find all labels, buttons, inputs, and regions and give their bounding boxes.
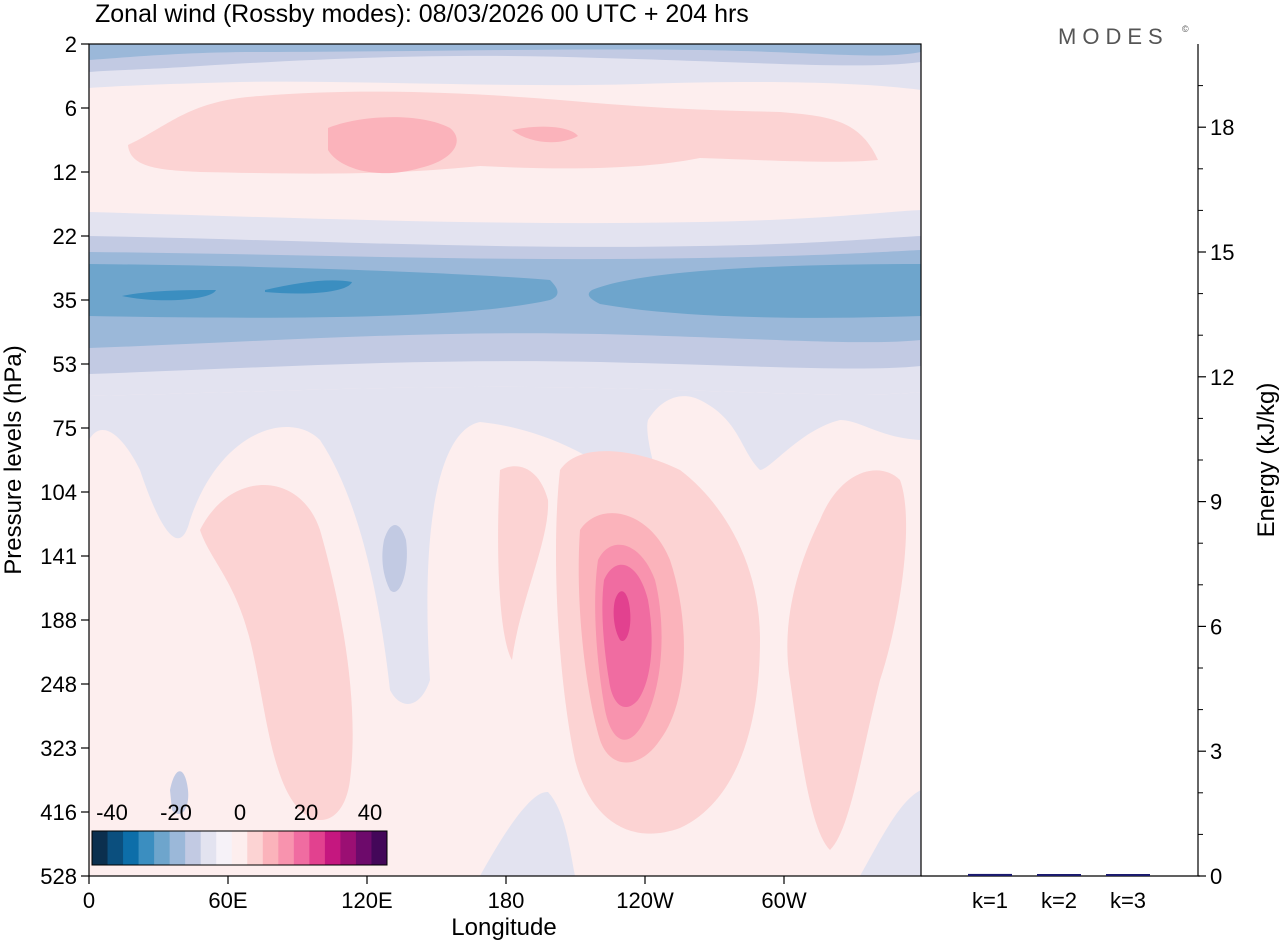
heatmap-background bbox=[89, 44, 921, 876]
colorbar-swatch bbox=[293, 831, 310, 865]
colorbar-label: -40 bbox=[96, 800, 128, 825]
energy-tick-label: 0 bbox=[1210, 864, 1222, 889]
y-tick-label: 248 bbox=[40, 672, 77, 697]
colorbar-swatch bbox=[309, 831, 326, 865]
energy-bar bbox=[968, 873, 1012, 876]
x-tick-label: 60E bbox=[208, 888, 247, 913]
contour-lower-pink-mid bbox=[498, 466, 549, 660]
bar-category-label: k=2 bbox=[1041, 888, 1077, 913]
y-tick-label: 2 bbox=[65, 32, 77, 57]
contour-upper-pink bbox=[128, 91, 878, 174]
colorbar-labels: -40 -20 0 20 40 bbox=[96, 800, 382, 825]
contour-lower-pink5 bbox=[613, 591, 631, 641]
y-tick-label: 141 bbox=[40, 544, 77, 569]
colorbar bbox=[91, 830, 388, 866]
colorbar-swatch bbox=[169, 831, 186, 865]
colorbar-swatch bbox=[247, 831, 264, 865]
energy-bar-categories: k=1 k=2 k=3 bbox=[972, 888, 1146, 913]
y-axis-label: Pressure levels (hPa) bbox=[0, 345, 27, 574]
energy-bar bbox=[1037, 874, 1081, 876]
colorbar-label: 20 bbox=[294, 800, 318, 825]
x-tick-label: 60W bbox=[761, 888, 806, 913]
y-tick-label: 35 bbox=[53, 288, 77, 313]
contour-mid-light-blue bbox=[89, 386, 921, 704]
colorbar-swatch bbox=[154, 831, 171, 865]
contour-lower-pink-right bbox=[787, 470, 907, 850]
heatmap-frame bbox=[88, 43, 922, 877]
y-tick-label: 528 bbox=[40, 864, 77, 889]
energy-axis-label: Energy (kJ/kg) bbox=[1253, 383, 1280, 538]
y-tick-label: 104 bbox=[40, 480, 77, 505]
energy-bar bbox=[1106, 874, 1150, 876]
colorbar-label: -20 bbox=[160, 800, 192, 825]
colorbar-swatch bbox=[324, 831, 341, 865]
colorbar-label: 40 bbox=[358, 800, 382, 825]
y-tick-label: 22 bbox=[53, 224, 77, 249]
x-tick-label: 180 bbox=[488, 888, 525, 913]
contour-upper-pink2-b bbox=[512, 126, 578, 143]
energy-bars bbox=[968, 873, 1150, 876]
y-tick-label: 188 bbox=[40, 608, 77, 633]
zonal-wind-heatmap bbox=[88, 43, 922, 877]
contour-mid-blue-spot bbox=[382, 525, 407, 592]
colorbar-swatch bbox=[262, 831, 279, 865]
energy-bar-panel: k=1 k=2 k=3 0 3 6 9 12 15 18 Energy (kJ/kg) bbox=[921, 44, 1280, 913]
energy-tick-label: 3 bbox=[1210, 739, 1222, 764]
y-tick-label: 416 bbox=[40, 800, 77, 825]
colorbar-swatch bbox=[355, 831, 372, 865]
contour-band-blue5 bbox=[122, 280, 352, 301]
y-axis: 2 6 12 22 35 53 75 104 141 188 248 323 416 528 bbox=[40, 32, 89, 889]
colorbar-swatch bbox=[185, 831, 202, 865]
colorbar-swatch bbox=[371, 831, 388, 865]
energy-tick-label: 18 bbox=[1210, 115, 1234, 140]
colorbar-swatch bbox=[200, 831, 217, 865]
contour-upper-pink2-a bbox=[328, 117, 457, 174]
colorbar-swatch bbox=[340, 831, 357, 865]
y-tick-label: 53 bbox=[53, 352, 77, 377]
energy-tick-label: 15 bbox=[1210, 240, 1234, 265]
x-tick-label: 0 bbox=[83, 888, 95, 913]
x-axis: 0 60E 120E 180 120W 60W bbox=[83, 876, 807, 913]
modes-logo: MODES bbox=[1058, 24, 1169, 49]
contour-band-blue4 bbox=[89, 264, 921, 318]
contour-bottom-light-blue bbox=[480, 790, 921, 876]
colorbar-swatch bbox=[138, 831, 155, 865]
energy-axis-ticks: 0 3 6 9 12 15 18 bbox=[1198, 85, 1234, 889]
x-tick-label: 120W bbox=[616, 888, 674, 913]
colorbar-swatch bbox=[278, 831, 295, 865]
y-tick-label: 323 bbox=[40, 736, 77, 761]
colorbar-swatch bbox=[123, 831, 140, 865]
contour-lower-pink-left bbox=[200, 485, 353, 820]
colorbar-label: 0 bbox=[234, 800, 246, 825]
contour-top-blue3 bbox=[89, 44, 921, 60]
colorbar-swatch bbox=[231, 831, 248, 865]
energy-tick-label: 12 bbox=[1210, 365, 1234, 390]
colorbar-swatch bbox=[92, 831, 109, 865]
contour-bottom-blue-spot bbox=[170, 771, 189, 814]
bar-category-label: k=1 bbox=[972, 888, 1008, 913]
y-tick-label: 75 bbox=[53, 416, 77, 441]
copyright-mark: © bbox=[1182, 24, 1189, 34]
bar-category-label: k=3 bbox=[1110, 888, 1146, 913]
energy-tick-label: 6 bbox=[1210, 614, 1222, 639]
energy-tick-label: 9 bbox=[1210, 490, 1222, 515]
colorbar-frame bbox=[91, 830, 388, 866]
chart-title: Zonal wind (Rossby modes): 08/03/2026 00… bbox=[95, 0, 749, 28]
y-tick-label: 12 bbox=[53, 160, 77, 185]
x-tick-label: 120E bbox=[341, 888, 392, 913]
x-axis-label: Longitude bbox=[451, 914, 556, 941]
y-tick-label: 6 bbox=[65, 96, 77, 121]
colorbar-swatch bbox=[216, 831, 233, 865]
colorbar-swatch bbox=[107, 831, 124, 865]
